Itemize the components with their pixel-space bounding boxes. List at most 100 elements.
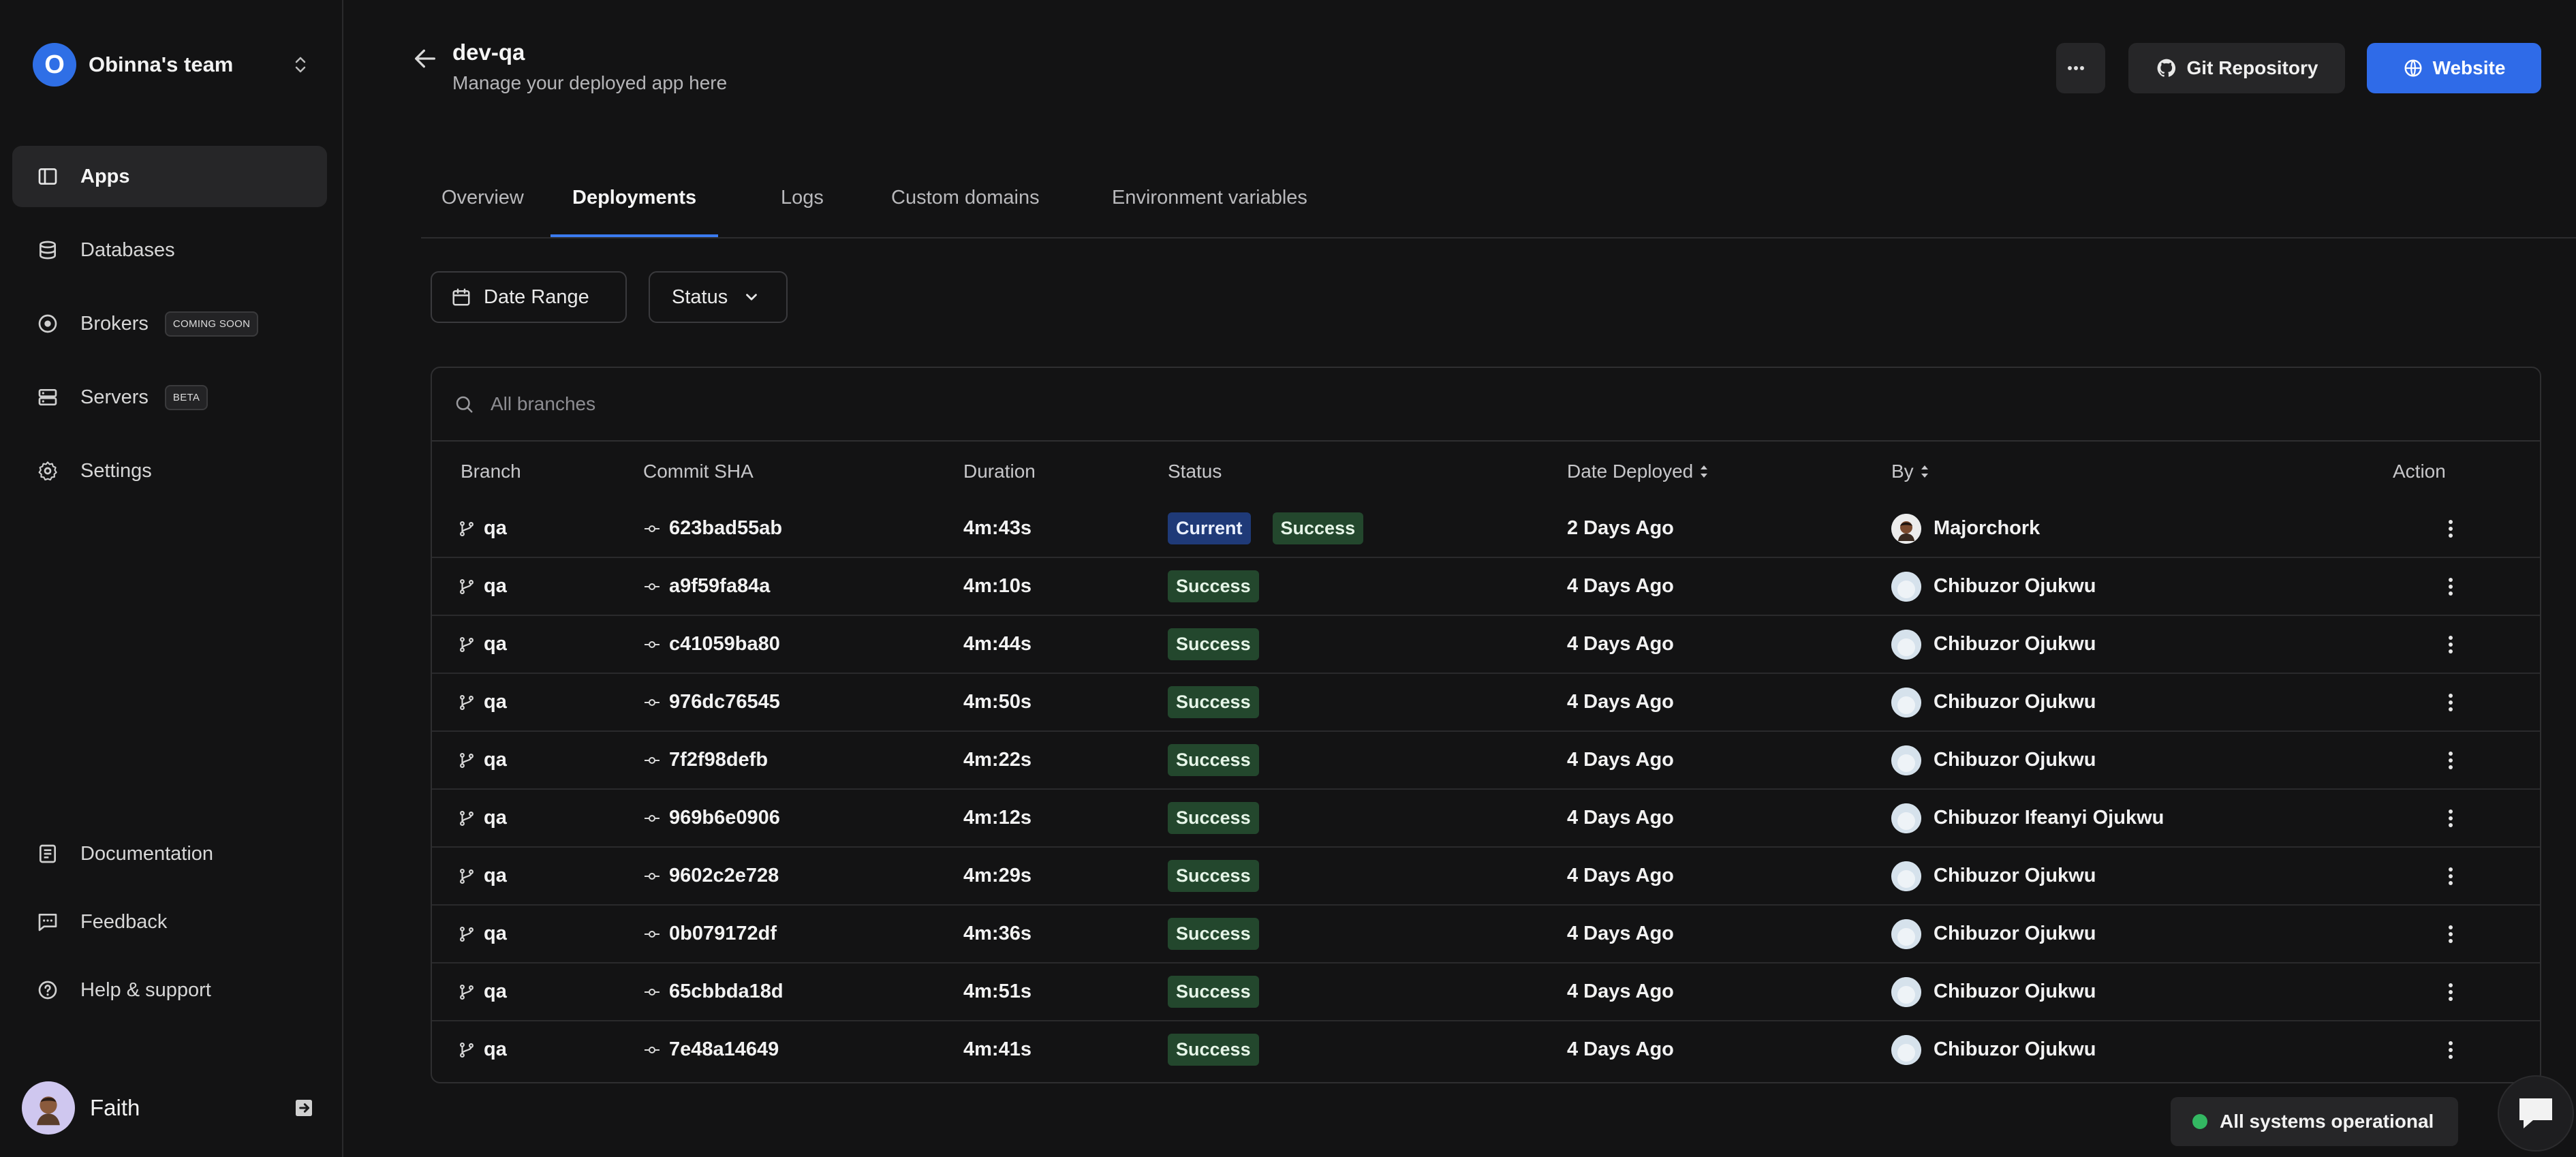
duration: 4m:29s <box>963 865 1031 886</box>
branch-icon <box>458 867 476 885</box>
website-label: Website <box>2432 57 2506 78</box>
status-cell: Success <box>1168 848 1259 904</box>
table-row[interactable]: qa 7e48a14649 4m:41s Success 4 Days Ago Chibu… <box>432 1021 2540 1079</box>
table-row[interactable]: qa 7f2f98defb 4m:22s Success 4 Days Ago Chibu… <box>432 732 2540 790</box>
table-row[interactable]: qa 976dc76545 4m:50s Success 4 Days Ago Chibu… <box>432 674 2540 732</box>
commit-sha[interactable]: 0b079172df <box>669 923 777 944</box>
table-row[interactable]: qa 0b079172df 4m:36s Success 4 Days Ago Chibu… <box>432 906 2540 963</box>
commit-icon <box>643 1045 661 1055</box>
nav-item-apps[interactable]: Apps <box>12 146 327 207</box>
commit-icon <box>643 929 661 940</box>
nav-item-documentation[interactable]: Documentation <box>12 826 327 882</box>
row-actions-menu[interactable] <box>2440 674 2461 730</box>
duration: 4m:41s <box>963 1038 1031 1060</box>
table-row[interactable]: qa 9602c2e728 4m:29s Success 4 Days Ago Chibu… <box>432 848 2540 906</box>
avatar <box>1891 745 1921 775</box>
row-actions-menu[interactable] <box>2440 1021 2461 1078</box>
row-actions-menu[interactable] <box>2440 500 2461 557</box>
branch-name: qa <box>484 633 507 655</box>
duration: 4m:44s <box>963 633 1031 655</box>
commit-sha[interactable]: 9602c2e728 <box>669 865 779 886</box>
commit-sha[interactable]: a9f59fa84a <box>669 575 771 597</box>
row-actions-menu[interactable] <box>2440 848 2461 904</box>
nav-item-servers[interactable]: Servers BETA <box>12 367 327 428</box>
nav-item-brokers[interactable]: Brokers COMING SOON <box>12 293 327 354</box>
tab-environment-variables[interactable]: Environment variables <box>1112 187 1307 209</box>
calendar-icon <box>452 288 470 306</box>
commit-sha[interactable]: 969b6e0906 <box>669 807 780 829</box>
column-action: Action <box>2393 461 2446 482</box>
date-deployed: 4 Days Ago <box>1567 807 1674 829</box>
tab-deployments[interactable]: Deployments <box>550 187 719 237</box>
row-actions-menu[interactable] <box>2440 616 2461 673</box>
branch-icon <box>458 983 476 1001</box>
search-input[interactable] <box>489 392 1105 416</box>
commit-icon <box>643 871 661 882</box>
commit-sha[interactable]: 7f2f98defb <box>669 749 769 771</box>
nav-label-settings: Settings <box>80 459 152 482</box>
column-by[interactable]: By <box>1891 461 1930 482</box>
logout-icon[interactable] <box>293 1097 315 1119</box>
table-row[interactable]: qa a9f59fa84a 4m:10s Success 4 Days Ago Chibu… <box>432 558 2540 616</box>
commit-sha[interactable]: 65cbbda18d <box>669 981 783 1002</box>
nav-item-databases[interactable]: Databases <box>12 219 327 281</box>
row-actions-menu[interactable] <box>2440 558 2461 615</box>
row-actions-menu[interactable] <box>2440 963 2461 1020</box>
commit-icon <box>643 639 661 650</box>
table-row[interactable]: qa c41059ba80 4m:44s Success 4 Days Ago Chibu… <box>432 616 2540 674</box>
status-cell: Current Success <box>1168 500 1364 557</box>
success-badge: Success <box>1168 918 1259 950</box>
avatar <box>1891 1034 1921 1065</box>
avatar <box>1891 803 1921 833</box>
row-actions-menu[interactable] <box>2440 790 2461 846</box>
tab-overview[interactable]: Overview <box>441 187 524 209</box>
chevron-up-down-icon <box>289 51 312 78</box>
tab-logs[interactable]: Logs <box>781 187 824 209</box>
branch-search <box>432 368 2540 442</box>
branch-icon <box>458 694 476 711</box>
column-date-deployed-label: Date Deployed <box>1567 461 1694 482</box>
status-dot <box>2192 1114 2207 1129</box>
nav-item-help[interactable]: Help & support <box>12 962 327 1018</box>
git-repository-button[interactable]: Git Repository <box>2128 43 2345 93</box>
back-arrow-icon[interactable] <box>412 45 441 75</box>
row-actions-menu[interactable] <box>2440 906 2461 962</box>
sort-icon <box>1921 465 1928 478</box>
system-status[interactable]: All systems operational <box>2171 1097 2458 1146</box>
database-icon <box>35 238 60 262</box>
column-commit-sha: Commit SHA <box>643 461 754 482</box>
tab-custom-domains[interactable]: Custom domains <box>891 187 1040 209</box>
page-subtitle: Manage your deployed app here <box>452 72 728 93</box>
row-actions-menu[interactable] <box>2440 732 2461 788</box>
branch-icon <box>458 925 476 943</box>
status-filter[interactable]: Status <box>649 271 788 323</box>
commit-sha[interactable]: 623bad55ab <box>669 517 783 539</box>
table-row[interactable]: qa 65cbbda18d 4m:51s Success 4 Days Ago Chibu… <box>432 963 2540 1021</box>
duration: 4m:10s <box>963 575 1031 597</box>
deployed-by: Chibuzor Ojukwu <box>1934 749 2096 771</box>
success-badge: Success <box>1168 802 1259 834</box>
date-range-filter[interactable]: Date Range <box>431 271 627 323</box>
more-options-button[interactable] <box>2056 43 2105 93</box>
deployed-by: Chibuzor Ojukwu <box>1934 575 2096 597</box>
commit-sha[interactable]: 7e48a14649 <box>669 1038 779 1060</box>
user-profile[interactable]: Faith <box>22 1081 315 1135</box>
column-date-deployed[interactable]: Date Deployed <box>1567 461 1709 482</box>
team-switcher[interactable]: O Obinna's team <box>33 42 312 87</box>
deployments-table: Branch Commit SHA Duration Status Date D… <box>431 367 2541 1083</box>
commit-sha[interactable]: 976dc76545 <box>669 691 780 713</box>
secondary-nav: Documentation Feedback Help & support <box>12 826 327 1030</box>
branch-name: qa <box>484 865 507 886</box>
nav-item-feedback[interactable]: Feedback <box>12 894 327 950</box>
table-row[interactable]: qa 969b6e0906 4m:12s Success 4 Days Ago Chibu… <box>432 790 2540 848</box>
avatar <box>1891 513 1921 544</box>
table-row[interactable]: qa 623bad55ab 4m:43s Current Success 2 Days A… <box>432 500 2540 558</box>
chat-button[interactable] <box>2498 1075 2574 1152</box>
table-body: qa 623bad55ab 4m:43s Current Success 2 Days A… <box>432 500 2540 1079</box>
nav-label-databases: Databases <box>80 238 175 261</box>
website-button[interactable]: Website <box>2367 43 2541 93</box>
avatar <box>1891 687 1921 718</box>
commit-sha[interactable]: c41059ba80 <box>669 633 780 655</box>
broker-icon <box>35 311 60 336</box>
nav-item-settings[interactable]: Settings <box>12 440 327 502</box>
